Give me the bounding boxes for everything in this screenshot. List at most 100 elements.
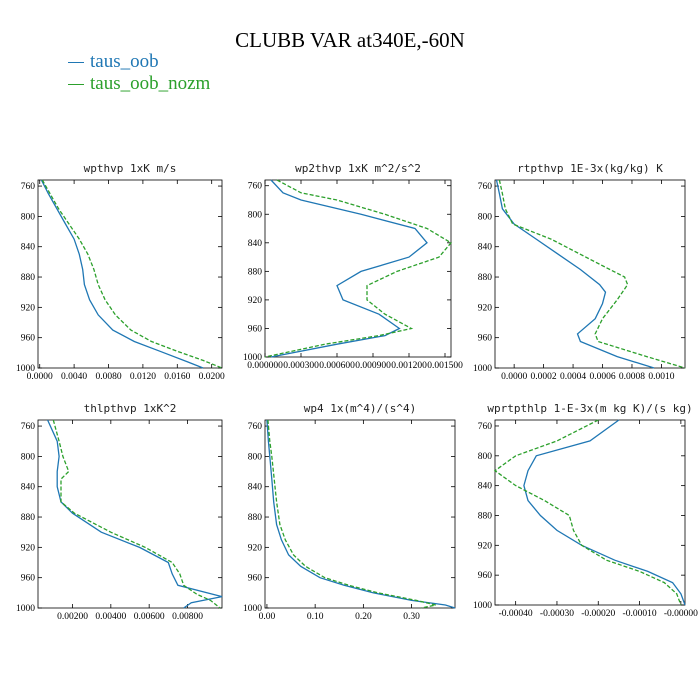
x-tick-label: 0.20 (355, 612, 372, 622)
x-tick-label: 0.00600 (134, 612, 165, 622)
legend-item-taus-oob-nozm: taus_oob_nozm (68, 73, 210, 95)
x-tick-label: 0.00800 (172, 612, 203, 622)
y-tick-label: 880 (21, 273, 36, 283)
y-tick-label: 840 (248, 483, 263, 493)
y-tick-label: 920 (248, 543, 263, 553)
y-tick-label: 880 (478, 273, 493, 283)
y-tick-label: 960 (478, 571, 493, 581)
y-tick-label: 800 (248, 452, 263, 462)
y-tick-label: 840 (21, 483, 36, 493)
y-tick-label: 800 (478, 212, 493, 222)
x-tick-label: 0.0160 (164, 372, 190, 382)
y-tick-label: 960 (248, 324, 263, 334)
y-tick-label: 920 (21, 303, 36, 313)
panel-title: wp2thvp 1xK m^2/s^2 (295, 162, 421, 175)
x-tick-label: 0.00 (259, 612, 276, 622)
plot-frame (264, 419, 456, 609)
x-tick-label: -0.00030 (540, 609, 574, 619)
x-tick-label: 0.000600 (319, 361, 355, 371)
y-tick-label: 920 (248, 296, 263, 306)
plot-frame (494, 179, 686, 369)
y-tick-label: 800 (248, 210, 263, 220)
x-tick-label: 0.0006 (589, 372, 615, 382)
y-tick-label: 1000 (243, 353, 262, 363)
y-tick-label: 800 (21, 452, 36, 462)
x-tick-label: 0.0200 (199, 372, 225, 382)
y-tick-label: 1000 (243, 604, 262, 614)
legend-label: taus_oob_nozm (90, 73, 211, 94)
panel-2: wp2thvp 1xK m^2/s^2 760 800 840 880 920 960 100… (243, 162, 463, 371)
y-tick-label: 1000 (16, 364, 35, 374)
y-tick-label: 920 (21, 543, 36, 553)
series-line-taus-oob (270, 179, 428, 358)
x-tick-label: 0.00200 (57, 612, 88, 622)
x-tick-label: 0.0000 (27, 372, 53, 382)
y-tick-label: 1000 (16, 604, 35, 614)
panel-title: rtpthvp 1E-3x(kg/kg) K (517, 162, 663, 175)
x-tick-label: 0.000300 (283, 361, 319, 371)
x-tick-label: 0.000000 (247, 361, 283, 371)
panel-4: thlpthvp 1xK^2 760 800 840 880 920 960 1000 0.00… (16, 402, 223, 622)
series-line-taus-oob-nozm (267, 419, 436, 609)
y-tick-label: 760 (478, 422, 493, 432)
x-tick-label: 0.001500 (427, 361, 463, 371)
x-tick-label: 0.30 (403, 612, 420, 622)
panel-title: wprtpthlp 1-E-3x(m kg K)/(s kg) (487, 402, 692, 415)
x-tick-label: -0.00020 (581, 609, 615, 619)
series-line-taus-oob-nozm (41, 179, 223, 369)
series-line-taus-oob (47, 419, 223, 609)
x-tick-label: 0.000900 (355, 361, 391, 371)
series-line-taus-oob (523, 419, 686, 606)
plot-frame (37, 419, 223, 609)
y-tick-label: 800 (478, 452, 493, 462)
y-tick-label: 840 (248, 239, 263, 249)
plot-frame (494, 419, 686, 606)
x-tick-label: 0.00400 (95, 612, 126, 622)
series-line-taus-oob-nozm (498, 179, 686, 369)
panel-title: wpthvp 1xK m/s (84, 162, 177, 175)
x-tick-label: 0.10 (307, 612, 324, 622)
y-tick-label: 760 (248, 422, 263, 432)
y-tick-label: 880 (478, 511, 493, 521)
y-tick-label: 1000 (473, 601, 492, 611)
y-tick-label: 760 (21, 182, 36, 192)
y-tick-label: 760 (478, 182, 493, 192)
panel-5: wp4 1x(m^4)/(s^4)76080084088092096010000… (243, 402, 456, 622)
y-tick-label: 840 (21, 243, 36, 253)
series-line-taus-oob (266, 419, 456, 609)
x-tick-label: 0.0002 (531, 372, 557, 382)
x-tick-label: 0.0010 (648, 372, 674, 382)
legend-label: taus_oob (90, 51, 159, 72)
legend-item-taus-oob: taus_oob (68, 51, 159, 73)
series-line-taus-oob (495, 179, 655, 369)
x-tick-label: 0.0004 (560, 372, 586, 382)
series-line-taus-oob-nozm (264, 179, 452, 358)
x-tick-label: -0.00040 (499, 609, 533, 619)
x-tick-label: -0.00010 (623, 609, 657, 619)
x-tick-label: 0.0120 (130, 372, 156, 382)
y-tick-label: 880 (21, 513, 36, 523)
legend-swatch-blue (68, 62, 84, 64)
y-tick-label: 840 (478, 243, 493, 253)
y-tick-label: 800 (21, 212, 36, 222)
y-tick-label: 960 (478, 334, 493, 344)
y-tick-label: 920 (478, 303, 493, 313)
y-tick-label: 760 (248, 182, 263, 192)
x-tick-label: 0.0000 (501, 372, 527, 382)
x-tick-label: 0.0040 (61, 372, 87, 382)
x-tick-label: 0.0008 (619, 372, 645, 382)
y-tick-label: 840 (478, 482, 493, 492)
x-tick-label: 0.001200 (391, 361, 427, 371)
panel-1: wpthvp 1xK m/s76080084088092096010000.00… (16, 162, 225, 382)
panel-3: rtpthvp 1E-3x(kg/kg) K 760 800 840 880 920 960… (473, 162, 686, 382)
y-tick-label: 760 (21, 422, 36, 432)
series-line-taus-oob-nozm (52, 419, 221, 609)
y-tick-label: 960 (21, 574, 36, 584)
y-tick-label: 920 (478, 541, 493, 551)
panel-title: thlpthvp 1xK^2 (84, 402, 177, 415)
legend-swatch-green (68, 84, 84, 86)
plot-frame (264, 179, 452, 358)
y-tick-label: 880 (248, 513, 263, 523)
plot-frame (37, 179, 223, 369)
